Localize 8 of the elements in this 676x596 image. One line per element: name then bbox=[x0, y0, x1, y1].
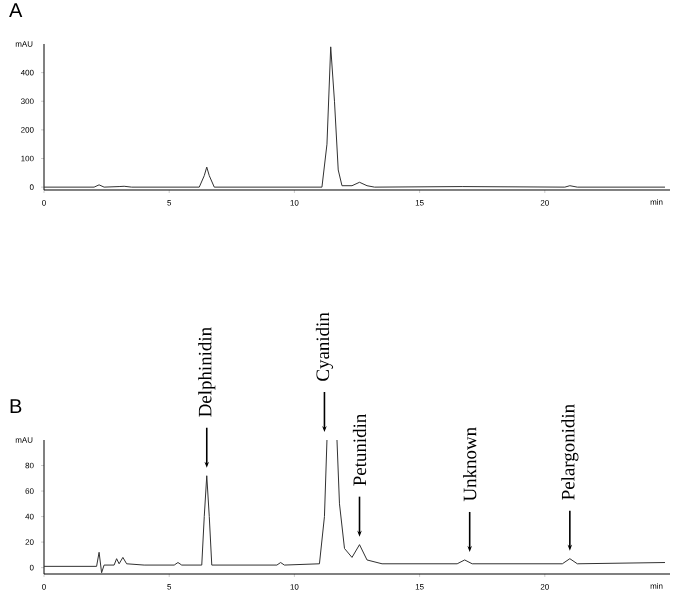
chart-title: B bbox=[10, 399, 22, 413]
line-series bbox=[43, 46, 666, 188]
annotation: Unknown bbox=[463, 427, 477, 502]
chart-title: A bbox=[9, 3, 23, 17]
annotation: Petunidin bbox=[352, 413, 367, 486]
annotation: Cyanidin bbox=[315, 312, 334, 381]
annotation: Delphinidin bbox=[198, 327, 216, 417]
annotation: Pelargonidin bbox=[561, 404, 579, 500]
